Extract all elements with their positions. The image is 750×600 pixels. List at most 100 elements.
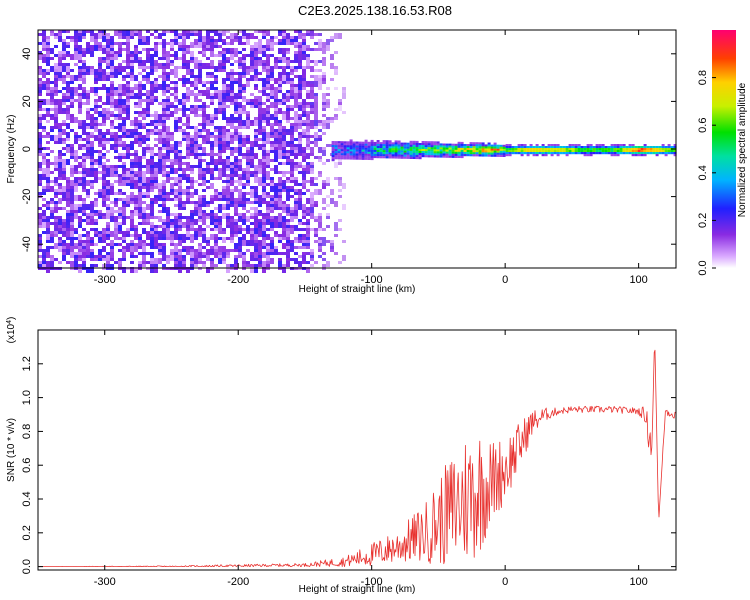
spectrogram-noise-cell [222, 111, 226, 114]
spectrogram-signal-cell [529, 150, 533, 153]
spectrogram-noise-cell [62, 255, 66, 261]
spectrogram-noise-cell [214, 207, 218, 210]
spectrogram-noise-cell [58, 111, 62, 114]
spectrogram-noise-cell [50, 108, 54, 111]
spectrogram-noise-cell [202, 210, 206, 213]
spectrogram-noise-cell [154, 30, 158, 33]
spectrogram-noise-cell [146, 81, 150, 84]
spectrogram-noise-cell [114, 204, 118, 207]
spectrogram-noise-cell [342, 183, 346, 189]
spectrogram-noise-cell [82, 63, 86, 66]
spectrogram-noise-cell [90, 228, 94, 231]
spectrogram-noise-cell [310, 216, 314, 219]
spectrogram-noise-cell [298, 141, 302, 144]
spectrogram-noise-cell [246, 249, 250, 252]
spectrogram-noise-cell [230, 123, 234, 126]
spectrogram-noise-cell [102, 60, 106, 63]
spectrogram-signal-cell [412, 156, 416, 159]
spectrogram-noise-cell [198, 81, 202, 84]
spectrogram-noise-cell [242, 171, 246, 174]
spectrogram-noise-cell [118, 108, 122, 114]
spectrogram-noise-cell [134, 129, 138, 132]
spectrogram-noise-cell [338, 195, 342, 198]
spectrogram-signal-cell [640, 150, 644, 153]
spectrogram-signal-cell [418, 153, 422, 156]
spectrogram-signal-cell [334, 153, 338, 156]
spectrogram-noise-cell [238, 126, 242, 129]
spectrogram-noise-cell [142, 63, 146, 66]
spectrogram-noise-cell [226, 105, 230, 108]
spectrogram-noise-cell [222, 246, 226, 252]
spectrogram-noise-cell [258, 225, 262, 228]
spectrogram-signal-cell [520, 150, 524, 153]
spectrogram-noise-cell [174, 141, 178, 147]
spectrogram-signal-cell [421, 145, 425, 148]
spectrogram-noise-cell [74, 99, 78, 102]
spectrogram-signal-cell [355, 143, 359, 146]
spectrogram-noise-cell [310, 60, 314, 63]
spectrogram-noise-cell [130, 234, 134, 237]
spectrogram-noise-cell [242, 57, 246, 60]
spectrogram-noise-cell [106, 138, 110, 141]
spectrogram-signal-cell [331, 143, 335, 146]
spectrogram-noise-cell [298, 171, 302, 174]
spectrogram-noise-cell [334, 225, 338, 231]
spectrogram-noise-cell [306, 60, 310, 66]
spectrogram-noise-cell [210, 48, 214, 51]
spectrogram-noise-cell [154, 90, 158, 93]
spectrogram-noise-cell [238, 78, 242, 84]
spectrogram-noise-cell [126, 75, 130, 78]
spectrogram-noise-cell [122, 168, 126, 171]
spectrogram-noise-cell [314, 60, 318, 66]
spectrogram-noise-cell [102, 183, 106, 186]
spectrogram-noise-cell [62, 174, 66, 180]
spectrogram-signal-cell [346, 153, 350, 156]
spectrogram-noise-cell [294, 36, 298, 39]
spectrogram-noise-cell [46, 72, 50, 75]
spectrogram-noise-cell [166, 195, 170, 198]
spectrogram-noise-cell [170, 183, 174, 189]
spectrogram-noise-cell [246, 99, 250, 102]
spectrogram-noise-cell [46, 240, 50, 243]
spectrogram-noise-cell [86, 231, 90, 234]
spectrogram-noise-cell [162, 57, 166, 60]
spectrogram-noise-cell [238, 132, 242, 135]
spectrogram-noise-cell [174, 108, 178, 114]
spectrogram-noise-cell [246, 153, 250, 156]
spectrogram-noise-cell [290, 66, 294, 69]
spectrogram-noise-cell [166, 78, 170, 81]
spectrogram-noise-cell [282, 183, 286, 186]
spectrogram-signal-cell [358, 153, 362, 156]
spectrogram-signal-cell [409, 154, 413, 157]
spectrogram-noise-cell [206, 135, 210, 138]
spectrogram-noise-cell [102, 189, 106, 195]
spectrogram-noise-cell [254, 141, 258, 147]
spectrogram-signal-cell [493, 146, 497, 149]
spectrogram-noise-cell [130, 66, 134, 69]
spectrogram-noise-cell [258, 144, 262, 147]
spectrogram-noise-cell [202, 45, 206, 48]
spectrogram-signal-cell [571, 148, 575, 151]
spectrogram-noise-cell [54, 69, 58, 72]
spectrogram-noise-cell [110, 69, 114, 72]
spectrogram-signal-cell [625, 152, 629, 155]
spectrogram-signal-cell [352, 143, 356, 146]
spectrogram-noise-cell [226, 216, 230, 219]
spectrogram-signal-cell [550, 146, 554, 149]
spectrogram-noise-cell [298, 189, 302, 195]
spectrogram-noise-cell [178, 66, 182, 69]
spectrogram-noise-cell [86, 195, 90, 198]
spectrogram-noise-cell [262, 213, 266, 216]
spectrogram-noise-cell [210, 72, 214, 75]
spectrogram-noise-cell [42, 39, 46, 42]
spectrogram-noise-cell [198, 204, 202, 207]
spectrogram-noise-cell [130, 255, 134, 258]
spectrogram-noise-cell [262, 174, 266, 177]
spectrogram-noise-cell [78, 234, 82, 240]
spectrogram-signal-cell [565, 148, 569, 151]
spectrogram-noise-cell [138, 207, 142, 213]
spectrogram-signal-cell [358, 151, 362, 154]
spectrogram-noise-cell [202, 90, 206, 96]
spectrogram-signal-cell [490, 144, 494, 147]
spectrogram-noise-cell [294, 75, 298, 78]
